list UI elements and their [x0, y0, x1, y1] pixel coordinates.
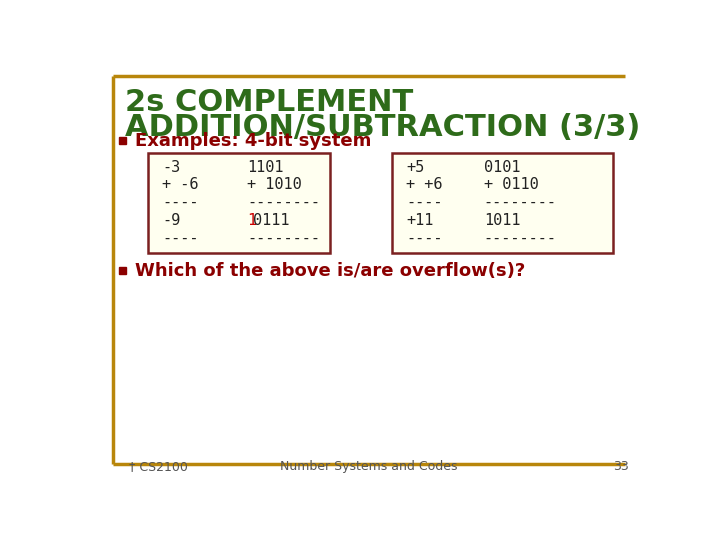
Text: -3: -3 [162, 160, 180, 175]
Bar [120, 267, 127, 274]
Text: +5: +5 [406, 160, 425, 175]
Text: 1: 1 [248, 213, 256, 228]
Text: 1011: 1011 [484, 213, 521, 228]
Text: --------: -------- [248, 231, 320, 246]
Text: +11: +11 [406, 213, 433, 228]
FancyBboxPatch shape [148, 153, 330, 253]
Text: -9: -9 [162, 213, 180, 228]
Text: + 0110: + 0110 [484, 178, 539, 192]
Text: + 1010: + 1010 [248, 178, 302, 192]
Text: Examples: 4-bit system: Examples: 4-bit system [135, 132, 372, 150]
Bar [120, 137, 127, 144]
Text: ----: ---- [406, 231, 443, 246]
Text: ----: ---- [406, 195, 443, 210]
Text: --------: -------- [248, 195, 320, 210]
Text: 1101: 1101 [248, 160, 284, 175]
Text: 0111: 0111 [253, 213, 289, 228]
FancyBboxPatch shape [392, 153, 613, 253]
Text: 0101: 0101 [484, 160, 521, 175]
Text: --------: -------- [484, 195, 557, 210]
Text: Which of the above is/are overflow(s)?: Which of the above is/are overflow(s)? [135, 262, 525, 280]
Text: + -6: + -6 [162, 178, 199, 192]
Text: ----: ---- [162, 195, 199, 210]
Text: ----: ---- [162, 231, 199, 246]
Text: Number Systems and Codes: Number Systems and Codes [280, 460, 458, 473]
Text: --------: -------- [484, 231, 557, 246]
Text: + +6: + +6 [406, 178, 443, 192]
Text: 2s COMPLEMENT: 2s COMPLEMENT [125, 88, 413, 117]
Text: † CS2100: † CS2100 [129, 460, 188, 473]
Text: ADDITION/SUBTRACTION (3/3): ADDITION/SUBTRACTION (3/3) [125, 112, 640, 141]
Text: 33: 33 [613, 460, 629, 473]
